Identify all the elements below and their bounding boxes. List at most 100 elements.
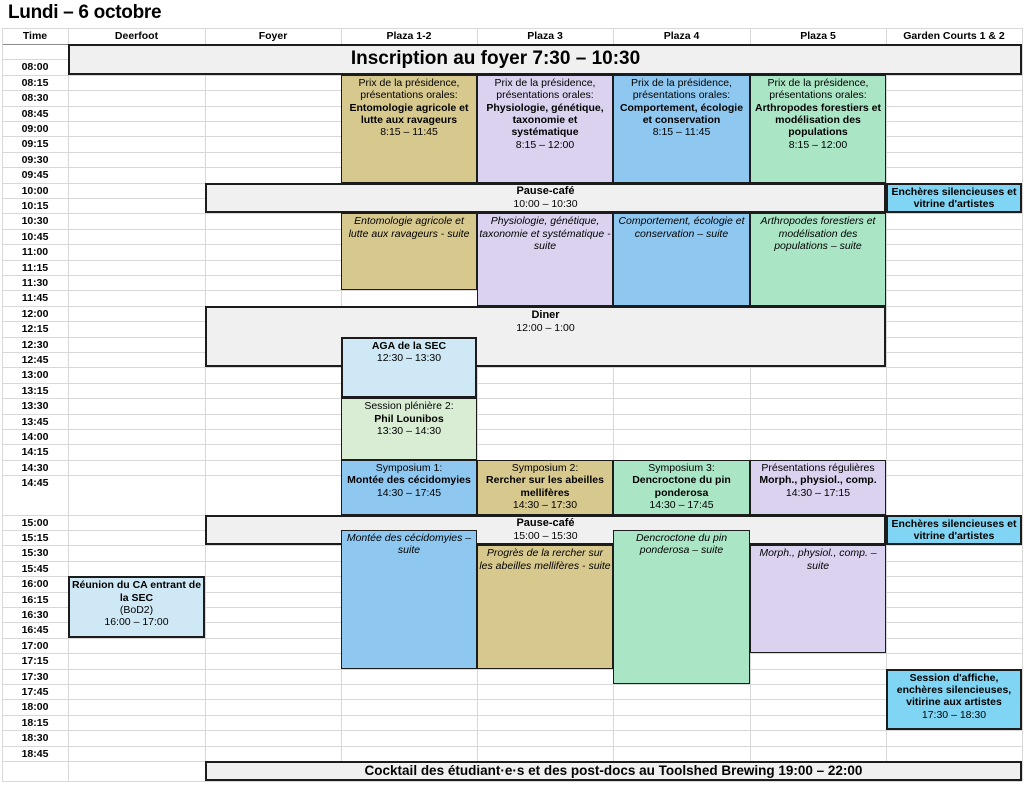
event-text: Arthropodes forestiers et modélisation d… xyxy=(760,215,876,253)
grid-line xyxy=(2,28,1022,29)
event-suite-presentations[interactable]: Morph., physiol., comp. – suite xyxy=(750,545,886,654)
event-text: Session d'affiche, enchères silencieuses… xyxy=(896,671,1012,709)
event-symposium3[interactable]: Symposium 3: Dencroctone du pin ponderosa… xyxy=(613,459,750,515)
event-text: Diner xyxy=(531,308,560,321)
event-text: Présentations régulières xyxy=(761,461,875,474)
time-label-1545: 15:45 xyxy=(21,562,49,575)
event-coffee-break-am[interactable]: Pause-café 10:00 – 10:30 xyxy=(205,182,886,214)
event-text: 12:00 – 1:00 xyxy=(516,321,575,334)
time-label-1815: 18:15 xyxy=(21,716,49,729)
grid-line xyxy=(2,398,1022,400)
event-coffee-break-pm[interactable]: Pause-café 15:00 – 15:30 xyxy=(205,514,886,546)
event-text: Entomologie agricole et lutte aux ravage… xyxy=(348,215,470,240)
time-label-1145: 11:45 xyxy=(21,292,49,305)
time-label-1445: 14:45 xyxy=(21,477,49,490)
event-text: Symposium 3: xyxy=(648,461,715,474)
event-silent-auction-am[interactable]: Enchères silencieuses et vitrine d'artis… xyxy=(886,182,1022,214)
column-header-plaza-4: Plaza 4 xyxy=(663,30,700,42)
event-text: Montée des cécidomyies – suite xyxy=(346,532,472,557)
event-text: Montée des cécidomyies xyxy=(347,474,471,487)
time-label-1515: 15:15 xyxy=(21,532,49,544)
event-text: Entomologie agricole et lutte aux ravage… xyxy=(349,101,469,126)
event-text: 10:00 – 10:30 xyxy=(513,198,578,211)
event-text: Physiologie, génétique, taxonomie et sys… xyxy=(479,215,611,253)
event-text: AGA de la SEC xyxy=(371,339,447,352)
grid-line xyxy=(2,668,1022,670)
event-text: Inscription au foyer 7:30 – 10:30 xyxy=(350,48,641,70)
event-text: 8:15 – 11:45 xyxy=(652,126,711,139)
event-text: 14:30 – 17:30 xyxy=(512,498,578,511)
event-suite-plaza12-am[interactable]: Entomologie agricole et lutte aux ravage… xyxy=(341,213,477,291)
event-text: Enchères silencieuses et vitrine d'artis… xyxy=(891,185,1017,210)
grid-line xyxy=(750,28,751,781)
time-label-1030: 10:30 xyxy=(21,215,49,228)
time-label-1245: 12:45 xyxy=(21,354,49,366)
time-label-1800: 18:00 xyxy=(21,701,49,714)
event-presentations-regulieres[interactable]: Présentations régulières Morph., physiol.… xyxy=(750,459,886,515)
event-suite-symposium3[interactable]: Dencroctone du pin ponderosa – suite xyxy=(613,530,750,684)
time-label-1745: 17:45 xyxy=(21,686,49,698)
event-text: 8:15 – 12:00 xyxy=(515,138,575,151)
time-label-1300: 13:00 xyxy=(21,369,49,382)
event-suite-symposium1[interactable]: Montée des cécidomyies – suite xyxy=(341,530,477,669)
grid-line xyxy=(2,429,1022,430)
time-label-1200: 12:00 xyxy=(21,307,49,320)
event-inscription[interactable]: Inscription au foyer 7:30 – 10:30 xyxy=(68,44,1022,75)
column-header-plaza-5: Plaza 5 xyxy=(800,30,836,42)
event-board-meeting[interactable]: Réunion du CA entrant de la SEC (BoD2) 16:… xyxy=(68,576,205,638)
time-label-1615: 16:15 xyxy=(21,593,49,606)
event-cocktail[interactable]: Cocktail des étudiant·e·s et des post-do… xyxy=(205,761,1022,781)
time-label-1415: 14:15 xyxy=(21,446,49,459)
time-label-1015: 10:15 xyxy=(21,200,49,212)
event-suite-plaza5-am[interactable]: Arthropodes forestiers et modélisation d… xyxy=(750,213,886,306)
event-text: Comportement, écologie et conservation xyxy=(619,101,744,126)
time-label-0900: 09:00 xyxy=(21,123,49,135)
event-session-plaza3-am[interactable]: Prix de la présidence, présentations ora… xyxy=(477,74,613,183)
event-suite-symposium2[interactable]: Progrès de la rercher sur les abeilles m… xyxy=(477,545,613,669)
event-suite-plaza4-am[interactable]: Comportement, écologie et conservation –… xyxy=(613,213,750,306)
grid-line xyxy=(68,28,69,781)
event-poster-session[interactable]: Session d'affiche, enchères silencieuses… xyxy=(886,668,1022,731)
event-text: Pause-café xyxy=(516,517,575,530)
event-text: Morph., physiol., comp. – suite xyxy=(759,547,877,572)
event-text: Dencroctone du pin ponderosa xyxy=(632,474,731,499)
event-session-plaza12-am[interactable]: Prix de la présidence, présentations ora… xyxy=(341,74,477,183)
event-suite-plaza3-am[interactable]: Physiologie, génétique, taxonomie et sys… xyxy=(477,213,613,306)
time-label-1400: 14:00 xyxy=(21,431,49,443)
time-label-1715: 17:15 xyxy=(21,655,49,668)
time-label-1530: 15:30 xyxy=(21,547,49,560)
event-lunch[interactable]: Diner 12:00 – 1:00 xyxy=(205,305,886,368)
event-text: Symposium 1: xyxy=(375,461,443,474)
event-text: Phil Lounibos xyxy=(374,412,444,425)
event-text: 8:15 – 12:00 xyxy=(788,138,848,151)
event-session-pleniere[interactable]: Session plénière 2: Phil Lounibos 13:30 – … xyxy=(341,398,477,460)
event-symposium1[interactable]: Symposium 1: Montée des cécidomyies 14:30 … xyxy=(341,459,477,515)
event-text: 16:00 – 17:00 xyxy=(104,616,169,629)
event-session-plaza5-am[interactable]: Prix de la présidence, présentations ora… xyxy=(750,74,886,183)
event-session-plaza4-am[interactable]: Prix de la présidence, présentations ora… xyxy=(613,74,750,183)
time-label-0830: 08:30 xyxy=(21,92,49,105)
column-header-plaza-1-2: Plaza 1-2 xyxy=(386,30,432,42)
event-silent-auction-pm[interactable]: Enchères silencieuses et vitrine d'artis… xyxy=(886,514,1022,546)
time-label-0915: 09:15 xyxy=(21,138,49,151)
event-symposium2[interactable]: Symposium 2: Rercher sur les abeilles mel… xyxy=(477,459,613,515)
page-title: Lundi – 6 octobre xyxy=(8,2,162,23)
event-text: Pause-café xyxy=(516,185,575,198)
time-label-1600: 16:00 xyxy=(21,578,49,591)
column-header-plaza-3: Plaza 3 xyxy=(527,30,563,42)
grid-line xyxy=(205,28,206,781)
grid-line xyxy=(2,781,1022,782)
grid-line xyxy=(2,382,1022,384)
event-text: 8:15 – 11:45 xyxy=(380,126,438,139)
event-text: Physiologie, génétique, taxonomie et sys… xyxy=(486,101,604,139)
grid-line xyxy=(2,367,1022,369)
event-aga-sec[interactable]: AGA de la SEC 12:30 – 13:30 xyxy=(341,336,477,399)
event-text: Réunion du CA entrant de la SEC xyxy=(71,579,202,604)
event-text: Arthropodes forestiers et modélisation d… xyxy=(754,101,882,139)
event-text: Session plénière 2: xyxy=(364,400,454,413)
grid-line xyxy=(2,684,1022,685)
time-label-0930: 09:30 xyxy=(21,153,49,166)
time-label-1345: 13:45 xyxy=(21,415,49,428)
column-header-deerfoot: Deerfoot xyxy=(114,30,159,42)
grid-line xyxy=(613,28,614,781)
